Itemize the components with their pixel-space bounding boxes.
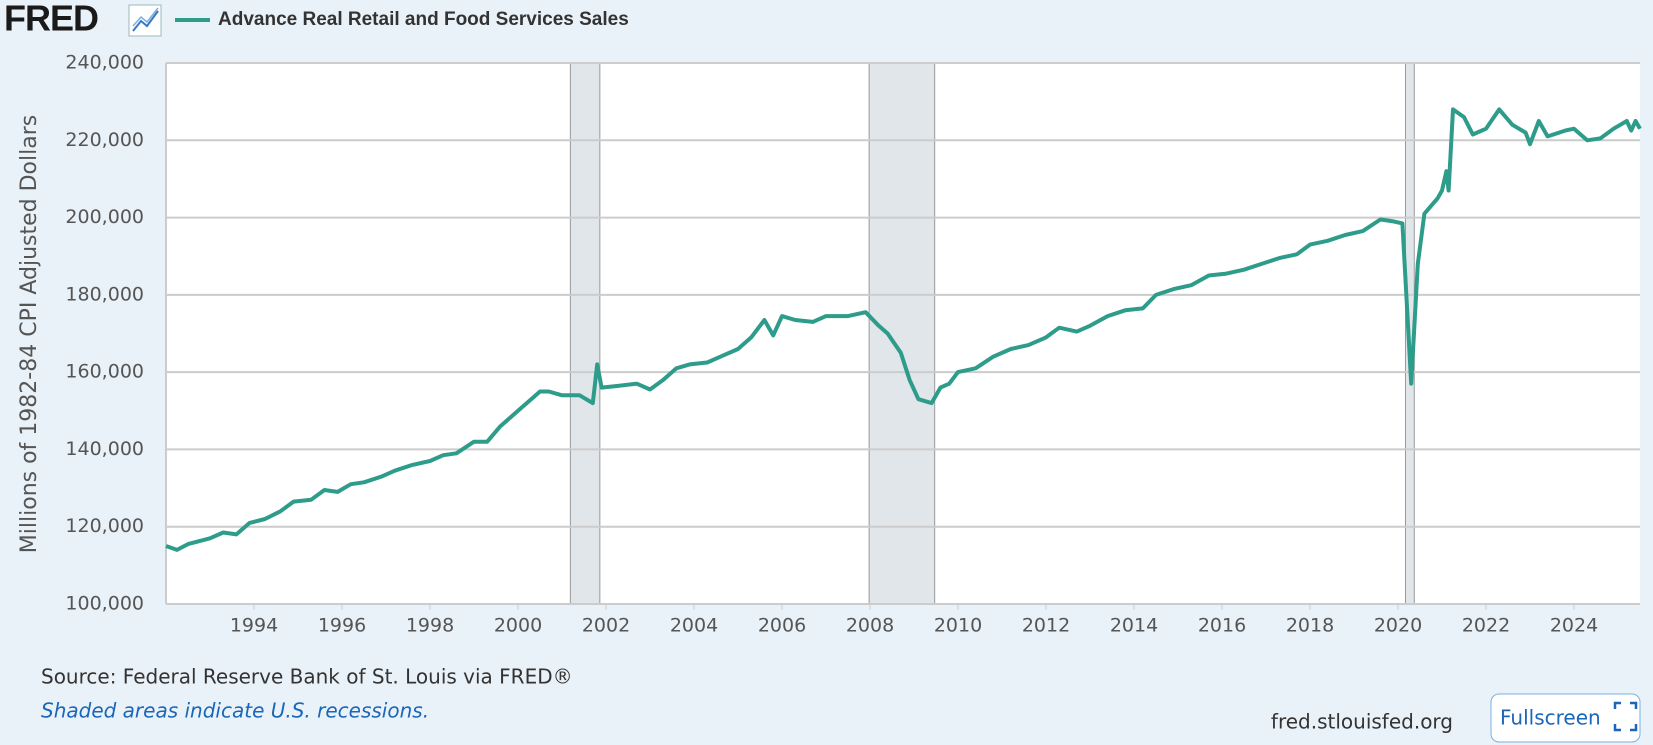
y-tick-label: 180,000 [65,283,144,305]
y-axis-label: Millions of 1982-84 CPI Adjusted Dollars [17,115,42,553]
y-tick-label: 240,000 [65,52,144,74]
x-tick-label: 2016 [1198,615,1246,637]
x-tick-label: 2014 [1110,615,1158,637]
recession-shade [868,62,936,605]
x-tick-label: 2004 [670,615,718,637]
logo-icon [128,4,162,37]
x-tick-label: 2010 [934,615,982,637]
x-tick-label: 2018 [1286,615,1334,637]
x-tick-label: 2008 [846,615,894,637]
y-tick-label: 120,000 [65,515,144,537]
x-tick-label: 2012 [1022,615,1070,637]
fullscreen-label[interactable]: Fullscreen [1500,706,1601,730]
x-tick-label: 2020 [1374,615,1422,637]
fullscreen-icon[interactable] [1613,701,1638,732]
x-tick-label: 2002 [582,615,630,637]
source-url: fred.stlouisfed.org [1271,710,1453,734]
data-line [165,107,1642,552]
x-tick-label: 1996 [318,615,366,637]
y-tick-label: 220,000 [65,129,144,151]
x-tick-label: 1994 [230,615,278,637]
fullscreen-button[interactable] [1490,693,1641,743]
recession-note: Shaded areas indicate U.S. recessions. [41,699,429,723]
source: Source: Federal Reserve Bank of St. Loui… [41,665,573,689]
x-tick-label: 2000 [494,615,542,637]
logo: FRED [4,0,98,39]
y-tick-label: 200,000 [65,206,144,228]
y-tick-label: 100,000 [65,593,144,615]
y-tick-label: 160,000 [65,361,144,383]
x-tick-label: 2024 [1550,615,1598,637]
legend-label: Advance Real Retail and Food Services Sa… [218,9,629,30]
x-tick-label: 2022 [1462,615,1510,637]
recession-shade [569,62,601,605]
x-tick-label: 1998 [406,615,454,637]
x-tick-label: 2006 [758,615,806,637]
y-tick-label: 140,000 [65,438,144,460]
